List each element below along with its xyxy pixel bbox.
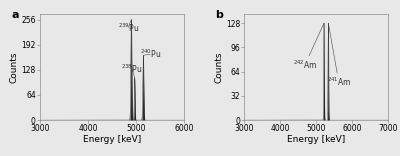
X-axis label: Energy [keV]: Energy [keV] — [287, 135, 345, 144]
Text: $^{238}$Pu: $^{238}$Pu — [122, 63, 143, 78]
Text: $^{242}$Am: $^{242}$Am — [293, 23, 324, 71]
X-axis label: Energy [keV]: Energy [keV] — [83, 135, 141, 144]
Y-axis label: Counts: Counts — [10, 51, 18, 83]
Text: b: b — [216, 10, 223, 20]
Y-axis label: Counts: Counts — [214, 51, 223, 83]
Text: $^{239}$Pu: $^{239}$Pu — [118, 20, 139, 34]
Text: a: a — [11, 10, 19, 20]
Text: $^{240}$Pu: $^{240}$Pu — [140, 48, 161, 60]
Text: $^{241}$Am: $^{241}$Am — [326, 23, 351, 88]
